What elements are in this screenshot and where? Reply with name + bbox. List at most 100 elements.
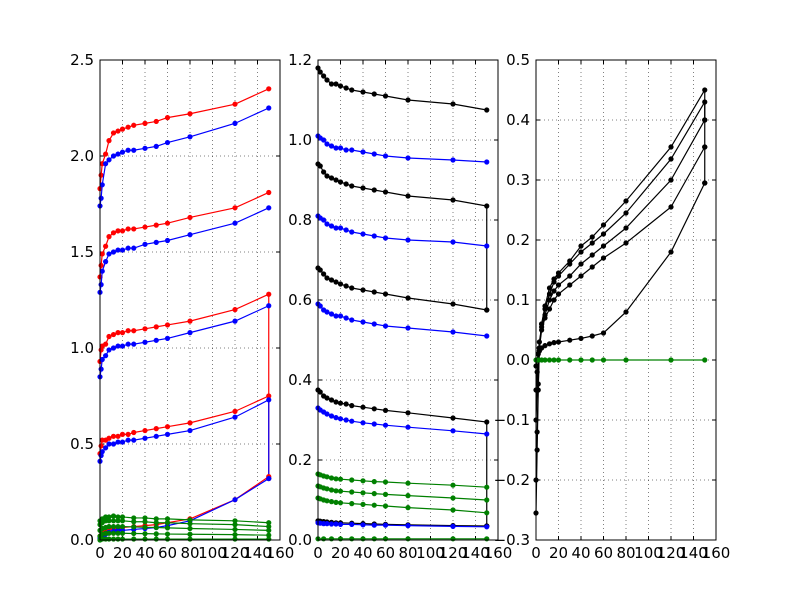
data-point: [321, 73, 327, 79]
data-point: [450, 495, 456, 501]
data-point: [187, 232, 193, 238]
data-point: [343, 401, 349, 407]
y-tick-label: 2.0: [70, 147, 94, 165]
data-point: [115, 518, 121, 524]
data-point: [349, 501, 355, 507]
data-point: [546, 291, 553, 297]
data-point: [187, 531, 193, 537]
data-point: [484, 107, 490, 113]
data-point: [382, 323, 389, 329]
data-point: [328, 311, 335, 317]
data-point: [551, 297, 557, 303]
data-point: [153, 222, 159, 228]
x-tick-label: 80: [616, 544, 635, 562]
data-point: [266, 536, 272, 542]
data-point: [131, 519, 137, 525]
x-tick-label: 40: [135, 544, 154, 562]
data-point: [343, 417, 349, 423]
data-point: [131, 524, 137, 530]
data-point: [99, 251, 105, 257]
data-point: [324, 173, 330, 179]
data-point: [131, 530, 137, 537]
data-point: [600, 243, 607, 249]
data-point: [567, 282, 573, 288]
data-point: [317, 389, 323, 395]
series-3: [97, 189, 272, 280]
y-tick-label: −0.2: [494, 471, 530, 489]
data-point: [153, 433, 159, 439]
data-point: [187, 214, 193, 221]
data-point: [382, 479, 389, 485]
data-point: [153, 426, 159, 432]
data-point: [337, 521, 344, 528]
data-point: [484, 203, 490, 209]
series-2: [97, 105, 272, 209]
x-tick-label: 60: [376, 544, 395, 562]
data-point: [567, 337, 573, 343]
data-point: [106, 251, 112, 257]
data-point: [115, 247, 121, 253]
data-point: [333, 399, 339, 405]
data-point: [153, 531, 159, 537]
data-point: [349, 477, 355, 483]
x-tick-label: 140: [679, 544, 708, 562]
data-point: [266, 527, 272, 534]
series-line: [99, 207, 269, 293]
data-point: [142, 339, 148, 345]
data-point: [328, 397, 335, 403]
data-point: [110, 433, 117, 439]
y-tick-label: 1.5: [70, 243, 94, 261]
data-point: [131, 341, 137, 347]
x-tick-label: 120: [439, 544, 468, 562]
series-10: [315, 483, 490, 503]
data-point: [119, 149, 126, 155]
data-point: [589, 357, 595, 363]
data-point: [623, 240, 629, 246]
data-point: [142, 326, 148, 332]
data-point: [321, 137, 327, 143]
data-point: [337, 225, 344, 231]
data-point: [382, 153, 389, 159]
data-point: [115, 330, 121, 336]
data-point: [484, 333, 490, 339]
data-point: [103, 353, 109, 359]
data-point: [164, 322, 171, 328]
data-point: [371, 321, 377, 327]
x-tick-label: 120: [657, 544, 686, 562]
data-point: [484, 431, 490, 437]
data-point: [484, 419, 490, 425]
data-point: [360, 478, 366, 484]
data-point: [405, 493, 411, 499]
data-point: [333, 488, 339, 494]
data-point: [382, 522, 389, 528]
data-point: [324, 77, 330, 83]
x-tick-label: 20: [331, 544, 350, 562]
x-tick-label: 0: [531, 544, 541, 562]
data-point: [382, 407, 389, 414]
data-point: [187, 134, 193, 140]
data-point: [343, 315, 349, 321]
data-point: [131, 536, 137, 542]
data-point: [324, 474, 330, 480]
data-point: [324, 411, 330, 417]
y-tick-label: 1.0: [70, 339, 94, 357]
data-point: [484, 510, 490, 516]
data-point: [125, 437, 131, 443]
y-tick-label: 0.5: [70, 435, 94, 453]
data-point: [542, 357, 548, 363]
data-point: [333, 313, 339, 319]
x-tick-label: 140: [243, 544, 272, 562]
data-point: [119, 343, 126, 349]
data-point: [702, 357, 708, 363]
data-point: [333, 415, 339, 421]
data-point: [99, 449, 105, 455]
data-point: [333, 81, 339, 87]
data-point: [371, 406, 377, 412]
data-point: [115, 228, 121, 234]
x-tick-label: 100: [198, 544, 227, 562]
data-point: [600, 231, 607, 237]
y-tick-label: 0.4: [506, 111, 530, 129]
data-point: [142, 224, 148, 230]
data-point: [187, 318, 193, 324]
